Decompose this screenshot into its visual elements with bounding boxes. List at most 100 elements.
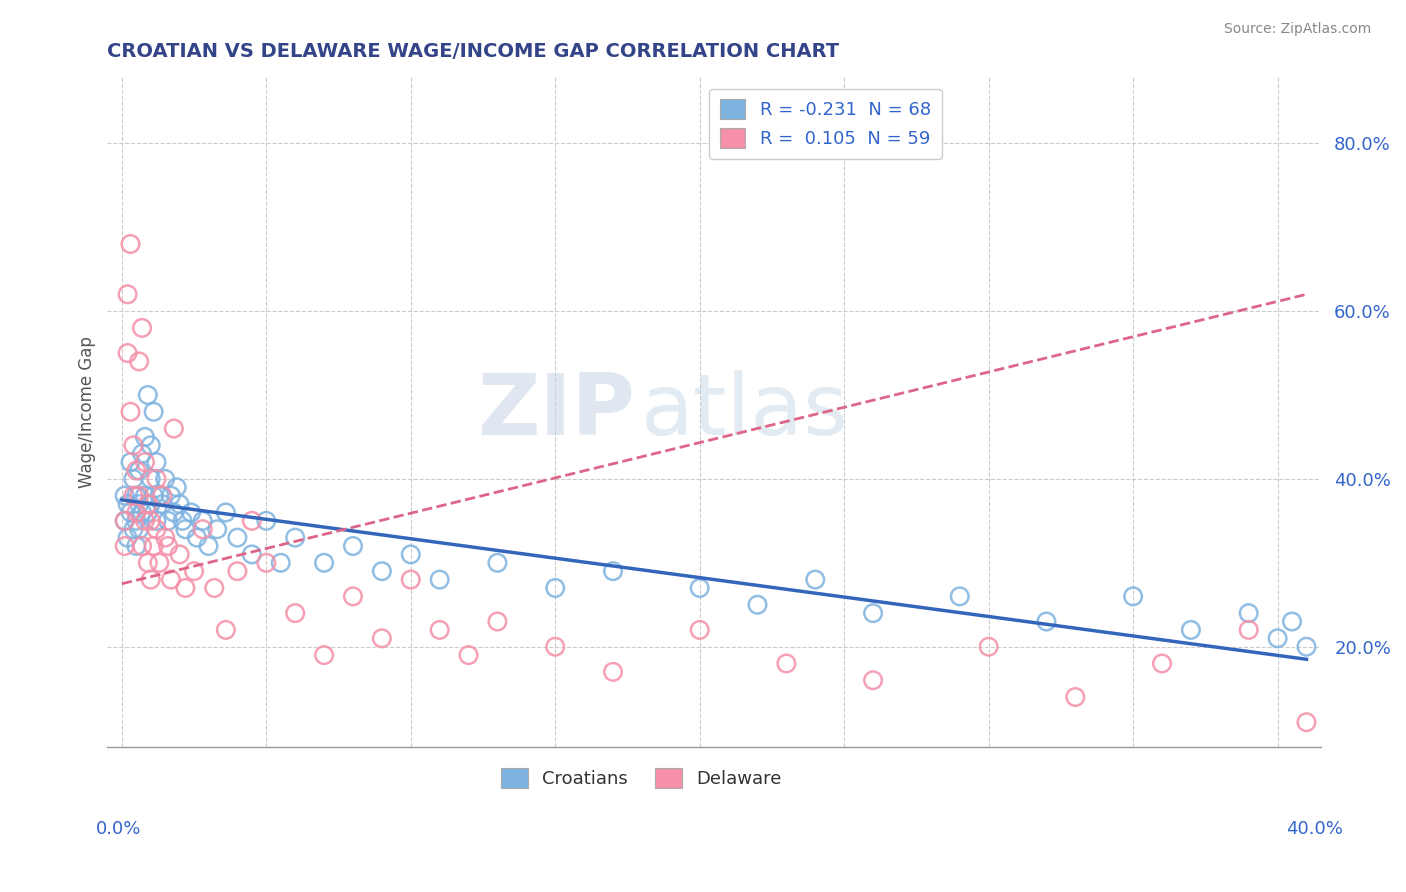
Point <box>191 522 214 536</box>
Point <box>122 438 145 452</box>
Text: Source: ZipAtlas.com: Source: ZipAtlas.com <box>1223 22 1371 37</box>
Point <box>157 539 180 553</box>
Point <box>136 506 159 520</box>
Point <box>131 506 153 520</box>
Point <box>117 287 139 301</box>
Point <box>142 405 165 419</box>
Point <box>128 489 150 503</box>
Point <box>134 455 156 469</box>
Point <box>1122 590 1144 604</box>
Point <box>136 388 159 402</box>
Point <box>689 623 711 637</box>
Point <box>371 564 394 578</box>
Point <box>602 665 624 679</box>
Point <box>169 497 191 511</box>
Point <box>1295 715 1317 730</box>
Point <box>172 514 194 528</box>
Point <box>128 522 150 536</box>
Point <box>977 640 1000 654</box>
Point <box>183 564 205 578</box>
Point <box>139 514 162 528</box>
Point <box>186 531 208 545</box>
Point <box>486 615 509 629</box>
Point <box>145 522 167 536</box>
Point <box>284 606 307 620</box>
Point <box>120 405 142 419</box>
Point <box>128 497 150 511</box>
Point <box>131 539 153 553</box>
Point <box>284 531 307 545</box>
Text: 0.0%: 0.0% <box>96 820 141 838</box>
Point <box>1180 623 1202 637</box>
Point <box>134 430 156 444</box>
Point <box>139 472 162 486</box>
Point <box>544 640 567 654</box>
Point <box>747 598 769 612</box>
Point <box>136 556 159 570</box>
Point <box>145 472 167 486</box>
Point <box>1295 640 1317 654</box>
Point <box>163 506 186 520</box>
Point <box>254 556 277 570</box>
Point <box>191 514 214 528</box>
Point <box>202 581 225 595</box>
Point <box>174 581 197 595</box>
Legend: Croatians, Delaware: Croatians, Delaware <box>494 761 789 796</box>
Point <box>1324 681 1347 696</box>
Point <box>1353 640 1375 654</box>
Point <box>122 489 145 503</box>
Point <box>862 673 884 688</box>
Point <box>949 590 972 604</box>
Point <box>399 573 422 587</box>
Point <box>125 506 148 520</box>
Point <box>689 581 711 595</box>
Point <box>142 489 165 503</box>
Point <box>270 556 292 570</box>
Text: CROATIAN VS DELAWARE WAGE/INCOME GAP CORRELATION CHART: CROATIAN VS DELAWARE WAGE/INCOME GAP COR… <box>107 42 839 61</box>
Point <box>145 455 167 469</box>
Point <box>114 514 136 528</box>
Point <box>139 497 162 511</box>
Point <box>128 463 150 477</box>
Point <box>226 531 249 545</box>
Point <box>429 573 451 587</box>
Point <box>128 354 150 368</box>
Point <box>145 514 167 528</box>
Point <box>1267 632 1289 646</box>
Text: atlas: atlas <box>641 370 849 453</box>
Point <box>148 489 170 503</box>
Point <box>139 438 162 452</box>
Point <box>429 623 451 637</box>
Point <box>602 564 624 578</box>
Point <box>160 489 183 503</box>
Point <box>131 321 153 335</box>
Point <box>215 506 238 520</box>
Point <box>1150 657 1173 671</box>
Text: ZIP: ZIP <box>478 370 636 453</box>
Point <box>163 421 186 435</box>
Point <box>150 489 173 503</box>
Point <box>486 556 509 570</box>
Point <box>1064 690 1087 704</box>
Point <box>240 514 263 528</box>
Point <box>804 573 827 587</box>
Point <box>125 514 148 528</box>
Point <box>197 539 219 553</box>
Point <box>131 447 153 461</box>
Point <box>134 489 156 503</box>
Point <box>117 346 139 360</box>
Point <box>142 539 165 553</box>
Point <box>342 539 364 553</box>
Point <box>157 514 180 528</box>
Point <box>862 606 884 620</box>
Point <box>342 590 364 604</box>
Point <box>125 463 148 477</box>
Point <box>125 489 148 503</box>
Point <box>114 514 136 528</box>
Point <box>125 539 148 553</box>
Point <box>134 514 156 528</box>
Point <box>120 455 142 469</box>
Point <box>117 497 139 511</box>
Point <box>205 522 228 536</box>
Point <box>153 472 176 486</box>
